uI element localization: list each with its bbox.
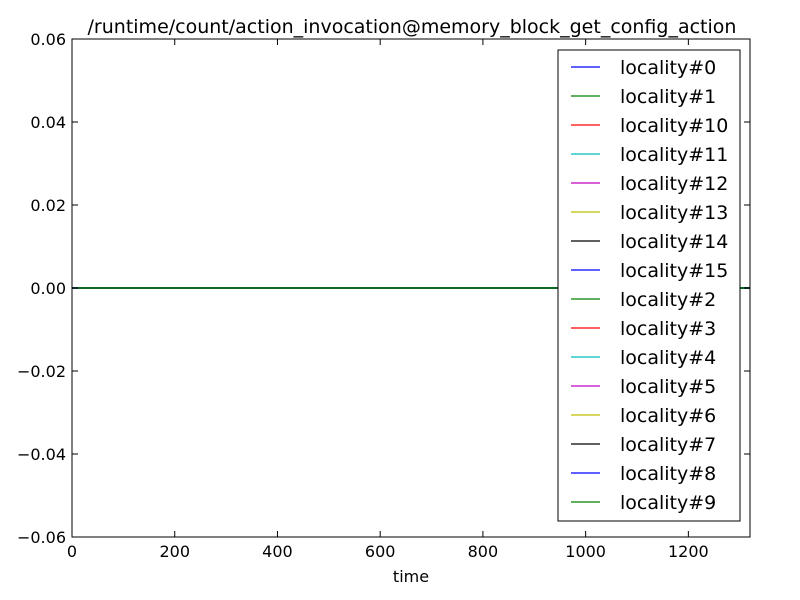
y-tick-label: 0.00 (30, 279, 66, 298)
legend-item: locality#0 (571, 57, 716, 79)
legend-label: locality#1 (620, 86, 716, 108)
legend-label: locality#7 (620, 434, 716, 456)
y-tick-label: 0.04 (30, 113, 66, 132)
x-tick-label: 0 (67, 542, 77, 561)
legend-item: locality#10 (571, 115, 728, 137)
legend-item: locality#7 (571, 434, 716, 456)
x-tick-label: 600 (365, 542, 396, 561)
legend-item: locality#15 (571, 260, 728, 282)
legend-label: locality#0 (620, 57, 716, 79)
x-axis: 0 200 400 600 800 1000 1200 (67, 39, 709, 561)
legend-label: locality#3 (620, 318, 716, 340)
legend-item: locality#6 (571, 405, 716, 427)
y-axis: 0.06 0.04 0.02 0.00 −0.02 −0.04 −0.06 (17, 30, 750, 547)
legend-item: locality#9 (571, 492, 716, 514)
y-tick-label: 0.02 (30, 196, 66, 215)
legend-item: locality#5 (571, 376, 716, 398)
legend-label: locality#6 (620, 405, 716, 427)
y-tick-label: −0.06 (17, 528, 66, 547)
legend-label: locality#9 (620, 492, 716, 514)
legend-label: locality#14 (620, 231, 728, 253)
legend-item: locality#2 (571, 289, 716, 311)
x-tick-label: 200 (159, 542, 190, 561)
legend-item: locality#8 (571, 463, 716, 485)
legend-label: locality#11 (620, 144, 728, 166)
legend: locality#0 locality#1 locality#10 locality#… (557, 49, 741, 522)
legend-item: locality#12 (571, 173, 728, 195)
legend-item: locality#1 (571, 86, 716, 108)
x-tick-label: 800 (468, 542, 499, 561)
legend-item: locality#3 (571, 318, 716, 340)
legend-label: locality#12 (620, 173, 728, 195)
legend-item: locality#13 (571, 202, 728, 224)
y-tick-label: −0.02 (17, 362, 66, 381)
x-tick-label: 1200 (668, 542, 709, 561)
legend-label: locality#8 (620, 463, 716, 485)
legend-label: locality#5 (620, 376, 716, 398)
legend-label: locality#2 (620, 289, 716, 311)
legend-label: locality#4 (620, 347, 716, 369)
x-tick-label: 400 (262, 542, 293, 561)
chart-title: /runtime/count/action_invocation@memory_… (88, 16, 737, 38)
y-tick-label: −0.04 (17, 445, 66, 464)
legend-frame (557, 49, 741, 522)
legend-label: locality#10 (620, 115, 728, 137)
y-tick-label: 0.06 (30, 30, 66, 49)
legend-items: locality#0 locality#1 locality#10 locality#… (571, 57, 728, 514)
x-axis-label: time (393, 567, 429, 586)
x-tick-label: 1000 (565, 542, 606, 561)
legend-item: locality#14 (571, 231, 728, 253)
legend-label: locality#15 (620, 260, 728, 282)
legend-item: locality#11 (571, 144, 728, 166)
legend-label: locality#13 (620, 202, 728, 224)
legend-item: locality#4 (571, 347, 716, 369)
